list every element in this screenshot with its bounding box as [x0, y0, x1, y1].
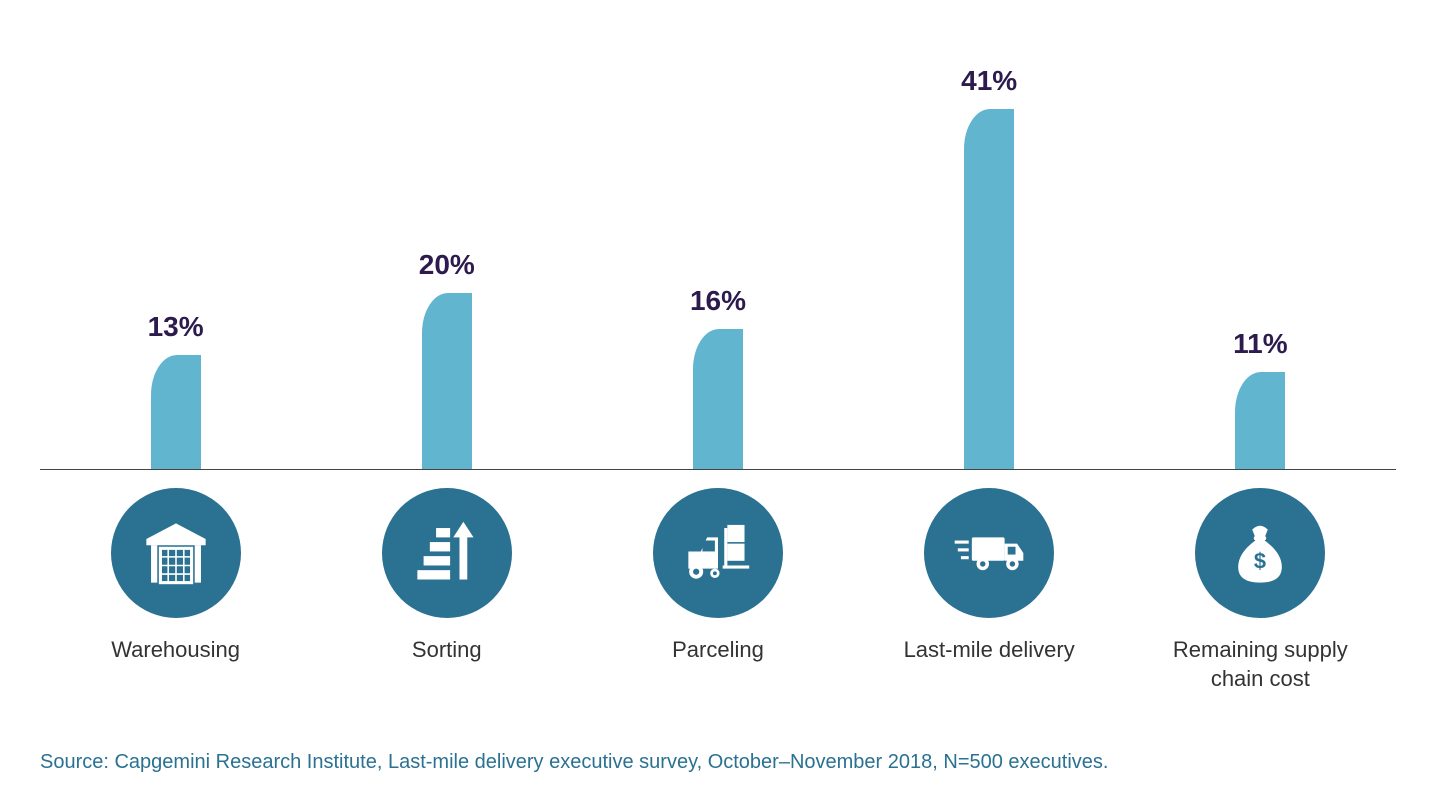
- svg-text:$: $: [1254, 549, 1266, 574]
- bar-group: 41%: [889, 65, 1089, 469]
- bar: [151, 355, 201, 469]
- forklift-icon: [653, 488, 783, 618]
- category-label: Remaining supply chain cost: [1160, 636, 1360, 693]
- bar-group: 11%: [1160, 328, 1360, 469]
- bar-value: 13%: [148, 311, 204, 343]
- sorting-icon: [382, 488, 512, 618]
- label-group: Warehousing: [76, 488, 276, 693]
- bar-group: 16%: [618, 285, 818, 469]
- label-group: Parceling: [618, 488, 818, 693]
- bar: [422, 293, 472, 469]
- warehouse-icon: [111, 488, 241, 618]
- bar: [693, 329, 743, 469]
- label-group: Sorting: [347, 488, 547, 693]
- bars-area: 13% 20% 16% 41% 11%: [40, 50, 1396, 470]
- bar-value: 20%: [419, 249, 475, 281]
- labels-area: Warehousing Sorting Parceling Last-mile del…: [40, 488, 1396, 693]
- moneybag-icon: $: [1195, 488, 1325, 618]
- category-label: Warehousing: [111, 636, 240, 665]
- source-text: Source: Capgemini Research Institute, La…: [40, 751, 1108, 774]
- bar: [1235, 372, 1285, 469]
- bar-group: 20%: [347, 249, 547, 469]
- truck-icon: [924, 488, 1054, 618]
- label-group: Last-mile delivery: [889, 488, 1089, 693]
- bar: [964, 109, 1014, 469]
- supply-chain-cost-chart: 13% 20% 16% 41% 11% Warehousing Sorting Parcel…: [40, 50, 1396, 720]
- category-label: Sorting: [412, 636, 482, 665]
- category-label: Last-mile delivery: [904, 636, 1075, 665]
- bar-group: 13%: [76, 311, 276, 469]
- bar-value: 11%: [1233, 328, 1288, 360]
- category-label: Parceling: [672, 636, 764, 665]
- bar-value: 16%: [690, 285, 746, 317]
- bar-value: 41%: [961, 65, 1017, 97]
- label-group: $ Remaining supply chain cost: [1160, 488, 1360, 693]
